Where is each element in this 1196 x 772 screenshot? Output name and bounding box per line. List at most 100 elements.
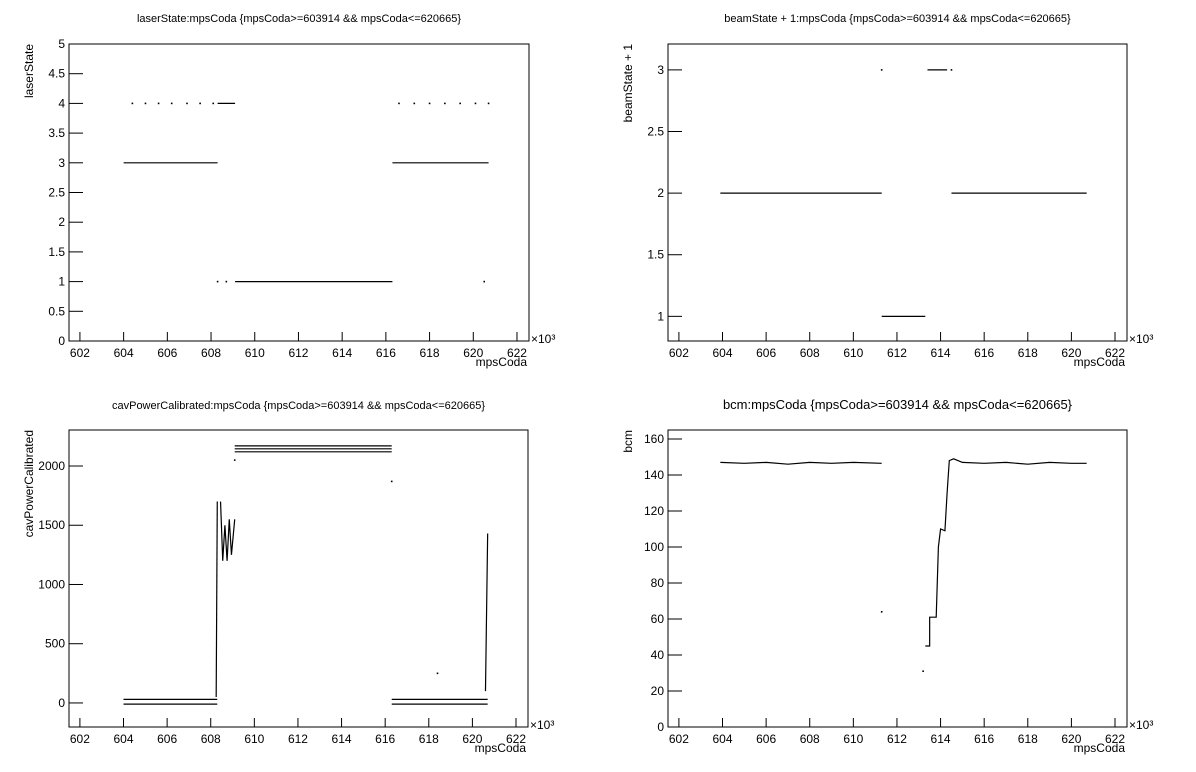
x-multiplier: ×10³ bbox=[531, 332, 555, 346]
chart-title: beamState + 1:mpsCoda {mpsCoda>=603914 &… bbox=[724, 13, 1071, 25]
x-tick-label: 610 bbox=[843, 346, 863, 360]
y-tick-label: 1500 bbox=[38, 518, 65, 532]
x-tick-label: 610 bbox=[245, 346, 265, 360]
point bbox=[144, 102, 147, 105]
x-tick-label: 614 bbox=[332, 346, 352, 360]
point bbox=[880, 611, 883, 613]
data-line bbox=[219, 501, 236, 561]
x-axis-title: mpsCoda bbox=[1074, 355, 1126, 369]
point bbox=[199, 102, 201, 105]
x-tick-label: 602 bbox=[70, 732, 90, 746]
y-tick-label: 0.5 bbox=[48, 304, 65, 318]
x-tick-label: 602 bbox=[669, 732, 689, 746]
y-tick-label: 0 bbox=[657, 720, 664, 734]
x-tick-label: 616 bbox=[375, 732, 395, 746]
y-tick-label: 500 bbox=[45, 637, 65, 651]
chart-panel: bcm:mpsCoda {mpsCoda>=603914 && mpsCoda<… bbox=[621, 397, 1153, 755]
data-line bbox=[720, 461, 882, 465]
point bbox=[225, 280, 228, 283]
y-tick-label: 2000 bbox=[38, 459, 65, 473]
x-multiplier: ×10³ bbox=[530, 718, 554, 732]
chart-panel: laserState:mpsCoda {mpsCoda>=603914 && m… bbox=[22, 13, 555, 369]
x-tick-label: 612 bbox=[288, 732, 308, 746]
plot-frame bbox=[68, 429, 529, 728]
x-axis-title: mpsCoda bbox=[475, 741, 527, 755]
x-tick-label: 610 bbox=[244, 732, 264, 746]
x-tick-label: 612 bbox=[288, 346, 308, 360]
x-tick-label: 616 bbox=[974, 732, 994, 746]
point bbox=[487, 102, 490, 105]
y-axis-title: bcm bbox=[621, 430, 635, 453]
chart-panel: beamState + 1:mpsCoda {mpsCoda>=603914 &… bbox=[621, 13, 1153, 369]
point bbox=[483, 280, 486, 283]
x-tick-label: 616 bbox=[974, 346, 994, 360]
x-tick-label: 614 bbox=[931, 732, 951, 746]
y-tick-label: 2.5 bbox=[647, 124, 664, 138]
y-tick-label: 2 bbox=[657, 186, 664, 200]
y-tick-label: 5 bbox=[58, 37, 65, 51]
y-axis-title: laserState bbox=[22, 44, 36, 98]
plot-frame bbox=[667, 43, 1128, 342]
x-tick-label: 612 bbox=[887, 732, 907, 746]
x-tick-label: 606 bbox=[157, 346, 177, 360]
plot-frame bbox=[667, 429, 1128, 728]
y-tick-label: 1.5 bbox=[647, 248, 664, 262]
x-tick-label: 620 bbox=[462, 732, 482, 746]
x-tick-label: 620 bbox=[463, 346, 483, 360]
data-line bbox=[215, 501, 218, 698]
point bbox=[398, 102, 400, 105]
point bbox=[474, 102, 477, 105]
x-tick-label: 604 bbox=[113, 732, 133, 746]
point bbox=[444, 102, 446, 105]
y-tick-label: 4 bbox=[58, 96, 65, 110]
y-tick-label: 2.5 bbox=[48, 186, 65, 200]
x-tick-label: 608 bbox=[800, 346, 820, 360]
point bbox=[950, 69, 953, 71]
point bbox=[880, 69, 883, 71]
x-tick-label: 608 bbox=[201, 732, 221, 746]
chart-title: bcm:mpsCoda {mpsCoda>=603914 && mpsCoda<… bbox=[723, 397, 1073, 412]
y-tick-label: 100 bbox=[644, 540, 664, 554]
x-tick-label: 606 bbox=[157, 732, 177, 746]
point bbox=[186, 102, 188, 105]
x-tick-label: 618 bbox=[419, 732, 439, 746]
point bbox=[212, 102, 215, 105]
y-tick-label: 4.5 bbox=[48, 67, 65, 81]
x-tick-label: 622 bbox=[1105, 346, 1125, 360]
x-tick-label: 606 bbox=[756, 732, 776, 746]
point bbox=[459, 102, 461, 105]
x-multiplier: ×10³ bbox=[1129, 332, 1153, 346]
y-tick-label: 140 bbox=[644, 468, 664, 482]
y-tick-label: 120 bbox=[644, 504, 664, 518]
chart-title: laserState:mpsCoda {mpsCoda>=603914 && m… bbox=[137, 13, 461, 25]
data-line bbox=[925, 458, 1087, 647]
point bbox=[233, 459, 236, 461]
x-tick-label: 618 bbox=[1018, 346, 1038, 360]
x-axis-title: mpsCoda bbox=[1074, 741, 1126, 755]
x-tick-label: 620 bbox=[1061, 346, 1081, 360]
x-multiplier: ×10³ bbox=[1129, 718, 1153, 732]
y-tick-label: 1 bbox=[58, 275, 65, 289]
point bbox=[157, 102, 160, 105]
x-tick-label: 608 bbox=[800, 732, 820, 746]
point bbox=[390, 480, 393, 483]
x-tick-label: 606 bbox=[756, 346, 776, 360]
x-tick-label: 622 bbox=[507, 346, 527, 360]
x-tick-label: 622 bbox=[506, 732, 526, 746]
y-axis-title: beamState + 1 bbox=[621, 44, 635, 123]
point bbox=[170, 102, 173, 105]
point bbox=[922, 670, 924, 672]
x-tick-label: 614 bbox=[931, 346, 951, 360]
y-tick-label: 40 bbox=[651, 648, 665, 662]
x-tick-label: 604 bbox=[114, 346, 134, 360]
x-tick-label: 604 bbox=[712, 346, 732, 360]
y-tick-label: 0 bbox=[58, 334, 65, 348]
chart-title: cavPowerCalibrated:mpsCoda {mpsCoda>=603… bbox=[112, 400, 485, 412]
chart-panel: cavPowerCalibrated:mpsCoda {mpsCoda>=603… bbox=[22, 400, 554, 755]
x-tick-label: 622 bbox=[1105, 732, 1125, 746]
x-tick-label: 602 bbox=[70, 346, 90, 360]
y-tick-label: 1.5 bbox=[48, 245, 65, 259]
y-axis-title: cavPowerCalibrated bbox=[22, 430, 36, 537]
y-tick-label: 60 bbox=[651, 612, 665, 626]
